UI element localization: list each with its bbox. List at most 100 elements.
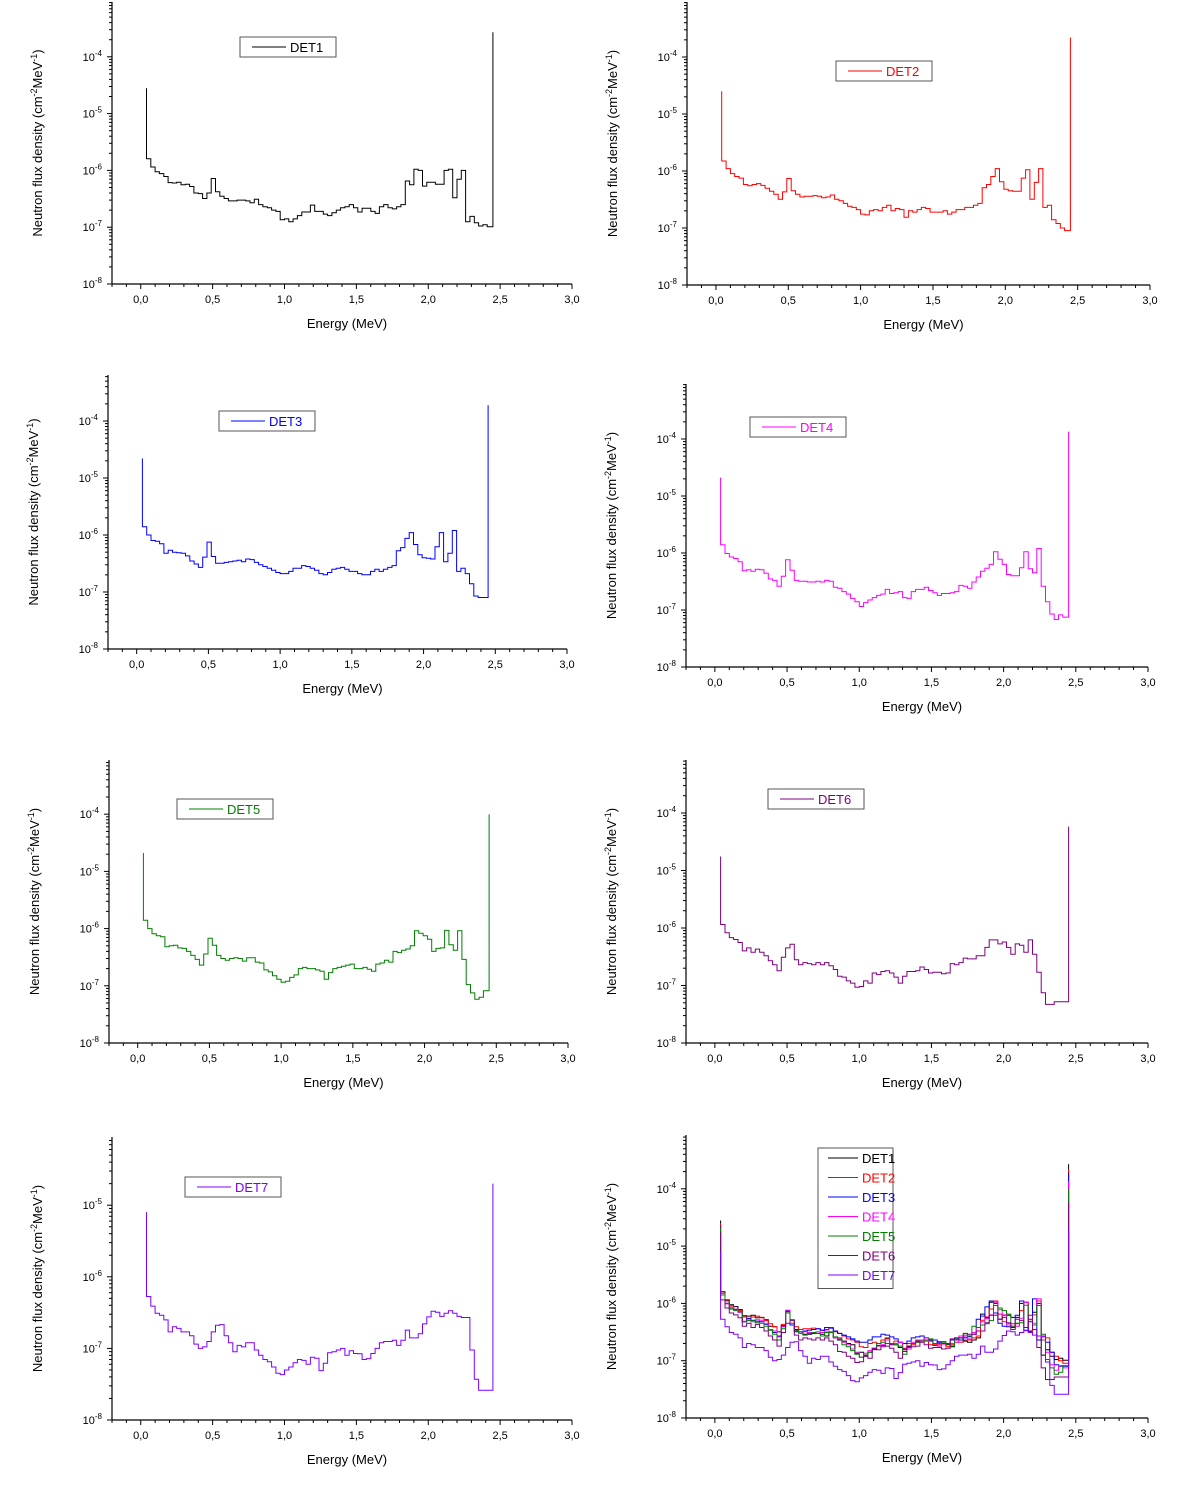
series-line-det6 xyxy=(720,826,1070,1005)
y-tick-exponent: -6 xyxy=(92,921,100,930)
y-tick-exponent: -8 xyxy=(670,277,678,286)
y-tick-label: 10-5 xyxy=(79,470,99,485)
x-tick-label: 2,5 xyxy=(1068,677,1083,689)
y-label-text: MeV xyxy=(30,61,45,88)
y-axis-label: Neutron flux density (cm-2MeV-1) xyxy=(603,808,619,995)
legend-label-det5: DET5 xyxy=(862,1229,895,1244)
y-tick-exponent: -7 xyxy=(91,584,99,593)
panel-det1: 0,0 0,5 1,0 1,5 2,0 2,5 3,0 10-8 10-7 10-6 10-5 10-… xyxy=(29,2,580,331)
y-label-text: Neutron flux density (cm xyxy=(604,855,619,995)
y-tick-label: 10-8 xyxy=(80,1035,100,1050)
y-label-text: MeV xyxy=(30,1197,45,1224)
x-axis-label: Energy (MeV) xyxy=(882,1450,962,1465)
y-tick-exponent: -5 xyxy=(91,470,99,479)
y-axis-label: Neutron flux density (cm-2MeV-1) xyxy=(25,418,41,605)
y-tick-exponent: -6 xyxy=(670,163,678,172)
y-tick-label: 10-5 xyxy=(658,106,678,121)
x-tick-label: 2,5 xyxy=(1068,1428,1083,1440)
legend-label-det5: DET5 xyxy=(227,802,260,817)
y-label-text: Neutron flux density (cm xyxy=(30,1232,45,1372)
y-tick-label: 10-6 xyxy=(83,162,103,177)
y-tick-label: 10-4 xyxy=(657,1181,677,1196)
x-tick-label: 0,0 xyxy=(707,677,722,689)
y-tick-label: 10-4 xyxy=(658,49,678,64)
y-label-exponent: -2 xyxy=(29,1224,39,1232)
x-tick-label: 3,0 xyxy=(1142,295,1157,307)
series-line-det7 xyxy=(146,1183,494,1391)
x-tick-label: 2,0 xyxy=(417,1053,432,1065)
y-tick-exponent: -4 xyxy=(669,1181,677,1190)
y-label-text: ) xyxy=(605,50,620,54)
y-label-text: Neutron flux density (cm xyxy=(30,96,45,236)
y-tick-label: 10-7 xyxy=(658,220,678,235)
x-tick-label: 0,5 xyxy=(202,1053,217,1065)
legend-box xyxy=(767,788,865,810)
y-tick-exponent: -5 xyxy=(95,106,103,115)
y-axis-label: Neutron flux density (cm-2MeV-1) xyxy=(29,49,45,236)
legend-box xyxy=(835,60,933,82)
y-tick-exponent: -7 xyxy=(669,1353,677,1362)
x-tick-label: 2,0 xyxy=(421,294,436,306)
panel-det4: 0,0 0,5 1,0 1,5 2,0 2,5 3,0 10-8 10-7 10-6 10-5 10-… xyxy=(603,384,1156,714)
y-label-exponent: -1 xyxy=(604,54,614,62)
x-tick-label: 3,0 xyxy=(1140,677,1155,689)
y-tick-exponent: -6 xyxy=(95,162,103,171)
x-tick-label: 0,5 xyxy=(779,1053,794,1065)
y-tick-label: 10-6 xyxy=(657,920,677,935)
y-tick-label: 10-6 xyxy=(657,545,677,560)
y-tick-exponent: -4 xyxy=(670,49,678,58)
y-tick-exponent: -4 xyxy=(95,49,103,58)
y-tick-exponent: -6 xyxy=(669,1295,677,1304)
y-label-exponent: -2 xyxy=(603,471,613,479)
y-label-exponent: -1 xyxy=(29,54,39,62)
panel-det2: 0,0 0,5 1,0 1,5 2,0 2,5 3,0 10-8 10-7 10-6 10-5 10-… xyxy=(604,2,1158,332)
legend-label-det1: DET1 xyxy=(290,40,323,55)
y-tick-label: 10-7 xyxy=(83,219,103,234)
legend-box xyxy=(218,410,316,432)
x-axis-label: Energy (MeV) xyxy=(303,1075,383,1090)
x-tick-label: 3,0 xyxy=(1140,1053,1155,1065)
legend-label-det6: DET6 xyxy=(862,1249,895,1264)
x-axis-label: Energy (MeV) xyxy=(882,699,962,714)
x-tick-label: 1,0 xyxy=(852,1428,867,1440)
y-label-text: MeV xyxy=(26,430,41,457)
x-tick-label: 2,5 xyxy=(489,1053,504,1065)
y-label-exponent: -1 xyxy=(25,423,35,431)
y-axis-label: Neutron flux density (cm-2MeV-1) xyxy=(603,1183,619,1370)
y-label-exponent: -2 xyxy=(603,847,613,855)
y-tick-exponent: -5 xyxy=(669,488,677,497)
y-label-text: ) xyxy=(26,418,41,422)
y-label-exponent: -1 xyxy=(29,1189,39,1197)
y-tick-label: 10-4 xyxy=(657,805,677,820)
x-tick-label: 0,0 xyxy=(133,1430,148,1442)
y-axis-label: Neutron flux density (cm-2MeV-1) xyxy=(603,432,619,619)
x-tick-label: 2,0 xyxy=(996,1428,1011,1440)
y-tick-label: 10-5 xyxy=(657,488,677,503)
x-tick-label: 1,0 xyxy=(273,1053,288,1065)
y-label-exponent: -1 xyxy=(603,1187,613,1195)
x-tick-label: 3,0 xyxy=(564,294,579,306)
y-label-exponent: -2 xyxy=(29,88,39,96)
y-tick-exponent: -4 xyxy=(669,805,677,814)
y-tick-exponent: -5 xyxy=(669,1238,677,1247)
x-tick-label: 0,0 xyxy=(707,1428,722,1440)
legend-box xyxy=(184,1176,282,1198)
x-tick-label: 2,5 xyxy=(492,1430,507,1442)
y-label-exponent: -2 xyxy=(26,847,36,855)
y-axis-label: Neutron flux density (cm-2MeV-1) xyxy=(29,1185,45,1372)
y-label-exponent: -2 xyxy=(25,457,35,465)
y-tick-label: 10-4 xyxy=(657,431,677,446)
x-tick-label: 2,5 xyxy=(1068,1053,1083,1065)
y-tick-label: 10-5 xyxy=(83,106,103,121)
panel-det6: 0,0 0,5 1,0 1,5 2,0 2,5 3,0 10-8 10-7 10-6 10-5 10-… xyxy=(603,760,1156,1090)
y-tick-exponent: -5 xyxy=(92,863,100,872)
series-line-det1 xyxy=(146,32,494,228)
y-tick-exponent: -7 xyxy=(669,978,677,987)
y-tick-label: 10-7 xyxy=(80,978,100,993)
x-tick-label: 2,0 xyxy=(998,295,1013,307)
y-tick-exponent: -6 xyxy=(669,920,677,929)
x-axis-label: Energy (MeV) xyxy=(307,316,387,331)
legend-label-det2: DET2 xyxy=(862,1171,895,1186)
x-tick-label: 0,0 xyxy=(133,294,148,306)
y-tick-exponent: -4 xyxy=(92,806,100,815)
